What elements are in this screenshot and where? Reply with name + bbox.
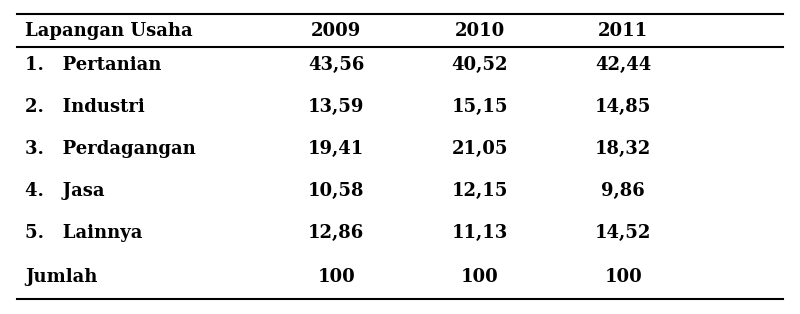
Text: 42,44: 42,44 <box>595 56 651 74</box>
Text: Lapangan Usaha: Lapangan Usaha <box>26 22 193 40</box>
Text: 14,52: 14,52 <box>595 224 651 242</box>
Text: 12,86: 12,86 <box>308 224 364 242</box>
Text: 2.   Industri: 2. Industri <box>26 98 145 116</box>
Text: 5.   Lainnya: 5. Lainnya <box>26 224 142 242</box>
Text: 43,56: 43,56 <box>308 56 365 74</box>
Text: 9,86: 9,86 <box>602 182 645 200</box>
Text: 100: 100 <box>318 268 355 286</box>
Text: 15,15: 15,15 <box>451 98 508 116</box>
Text: 1.   Pertanian: 1. Pertanian <box>26 56 162 74</box>
Text: 19,41: 19,41 <box>308 140 364 158</box>
Text: 18,32: 18,32 <box>595 140 651 158</box>
Text: 2009: 2009 <box>311 22 362 40</box>
Text: 12,15: 12,15 <box>451 182 508 200</box>
Text: 21,05: 21,05 <box>451 140 508 158</box>
Text: 14,85: 14,85 <box>595 98 651 116</box>
Text: 3.   Perdagangan: 3. Perdagangan <box>26 140 196 158</box>
Text: 4.   Jasa: 4. Jasa <box>26 182 105 200</box>
Text: 10,58: 10,58 <box>308 182 365 200</box>
Text: 100: 100 <box>461 268 498 286</box>
Text: Jumlah: Jumlah <box>26 268 98 286</box>
Text: 2010: 2010 <box>454 22 505 40</box>
Text: 11,13: 11,13 <box>451 224 508 242</box>
Text: 2011: 2011 <box>598 22 648 40</box>
Text: 100: 100 <box>604 268 642 286</box>
Text: 13,59: 13,59 <box>308 98 365 116</box>
Text: 40,52: 40,52 <box>451 56 508 74</box>
